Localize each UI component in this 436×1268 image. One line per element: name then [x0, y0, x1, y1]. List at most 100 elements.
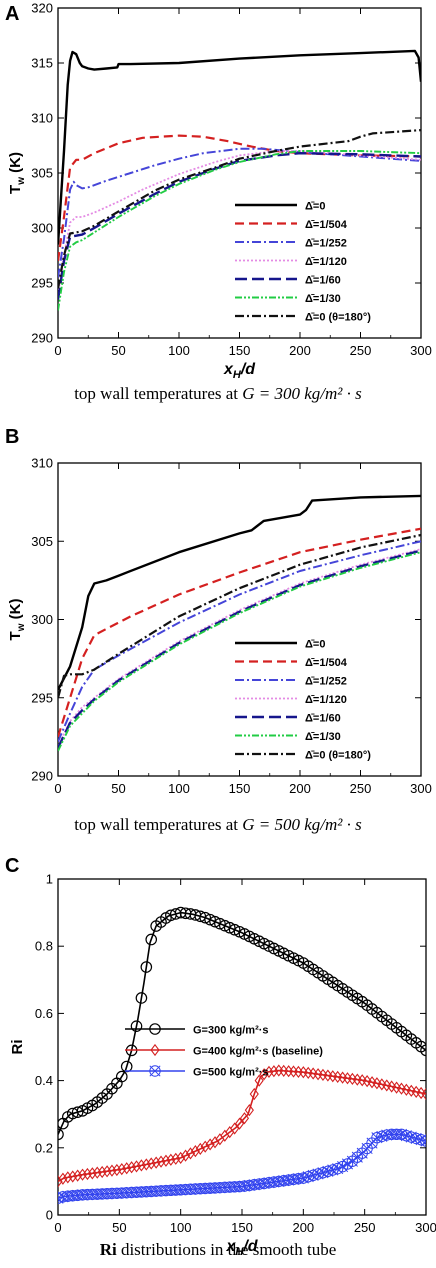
series-marker-1: [127, 1161, 137, 1174]
y-axis-label: Tw (K): [7, 599, 27, 641]
series-marker-0: [140, 961, 153, 973]
series-marker-1: [205, 1138, 215, 1151]
x-tick-label: 150: [229, 781, 251, 796]
legend-marker-2: [149, 1065, 161, 1077]
x-axis-label: xH/d: [223, 799, 256, 800]
legend-label-3: Δ̄=1/120: [305, 256, 347, 268]
legend-label-2: G=500 kg/m²·s: [193, 1067, 269, 1079]
series-marker-2-ring: [420, 1135, 426, 1147]
series-marker-1: [185, 1147, 196, 1160]
legend-label-1: Δ̄=1/504: [305, 657, 348, 669]
series-marker-1: [112, 1163, 122, 1177]
series-marker-1: [166, 1153, 176, 1166]
series-marker-2-cross: [351, 1151, 363, 1163]
x-axis-label-sub: H: [235, 1246, 244, 1258]
x-axis-label-main: x: [223, 361, 234, 378]
x-axis-label-tail: /d: [242, 1238, 258, 1255]
x-tick-label: 0: [54, 781, 61, 796]
y-tick-label: 315: [31, 56, 53, 71]
series-marker-1: [254, 1074, 264, 1087]
caption-b-prefix: top wall temperatures at: [74, 815, 243, 834]
y-tick-label: 295: [31, 276, 53, 291]
y-axis-label-unit: (K): [7, 152, 24, 177]
x-tick-label: 200: [292, 1220, 314, 1235]
x-tick-label: 100: [170, 1220, 192, 1235]
series-marker-1: [269, 1065, 279, 1078]
x-axis-label-main: x: [223, 799, 234, 800]
series-marker-0: [204, 913, 216, 926]
series-line-5: [58, 551, 421, 752]
y-axis-label-main: T: [7, 185, 24, 194]
series-line-3: [58, 150, 421, 295]
series-marker-1: [77, 1168, 88, 1181]
x-axis-label: xH/d: [223, 361, 256, 380]
y-axis-label: Ri: [9, 1040, 26, 1055]
series-marker-2-cross: [420, 1135, 426, 1147]
plot-area: [58, 906, 426, 1204]
legend-label-2: Δ̄=1/252: [305, 676, 347, 688]
legend-label-1: Δ̄=1/504: [305, 219, 348, 231]
series-line-5: [58, 150, 421, 311]
caption-a: top wall temperatures at G = 300 kg/m² ·…: [0, 384, 436, 404]
x-tick-label: 250: [350, 781, 372, 796]
series-markers-2: [58, 1128, 426, 1204]
y-tick-label: 310: [31, 456, 53, 471]
y-tick-label: 295: [31, 690, 53, 705]
series-marker-1: [200, 1140, 210, 1153]
caption-a-math: G = 300 kg/m² · s: [242, 384, 362, 403]
chart-b: 0 50 100 150 200 250 300 290 295 300 305 310 xH/d Tw …: [7, 456, 432, 801]
x-tick-label: 250: [354, 1220, 376, 1235]
series-marker-1: [102, 1165, 112, 1178]
series-marker-1: [136, 1159, 147, 1172]
series-line-2: [58, 540, 421, 742]
series-marker-0: [214, 917, 226, 930]
y-tick-label: 290: [31, 331, 53, 346]
legend-marker-2-ring: [149, 1065, 161, 1077]
chart-a: 0 50 100 150 200 250 300 290 295 300 305 310 315 320 x…: [7, 1, 432, 381]
series-marker-1: [264, 1065, 274, 1078]
series-marker-1: [122, 1162, 132, 1175]
series-marker-1: [63, 1171, 73, 1184]
series-marker-0: [199, 911, 211, 924]
legend-marker-2-cross: [149, 1065, 161, 1077]
series-marker-1: [151, 1156, 161, 1169]
series-marker-1: [156, 1155, 166, 1168]
series-marker-1: [230, 1122, 240, 1135]
caption-a-prefix: top wall temperatures at: [74, 384, 243, 403]
series-marker-0: [58, 1128, 64, 1141]
legend-label-6: Δ̄=0 (θ=180°): [305, 750, 371, 762]
series-line-4: [58, 549, 421, 749]
legend-label-6: Δ̄=0 (θ=180°): [305, 312, 371, 324]
series-marker-1: [107, 1164, 117, 1177]
series-marker-1: [82, 1167, 93, 1181]
series-marker-1: [97, 1165, 107, 1179]
y-tick-label: 0.6: [35, 1006, 53, 1021]
series-marker-1: [210, 1136, 220, 1149]
series-marker-0: [219, 919, 231, 932]
series-marker-0: [420, 1044, 426, 1057]
series-line-3: [58, 548, 421, 747]
y-tick-label: 0: [46, 1208, 53, 1223]
series-marker-0: [135, 992, 148, 1004]
y-tick-label: 0.8: [35, 939, 53, 954]
y-tick-label: 310: [31, 111, 53, 126]
x-tick-label: 200: [289, 343, 311, 358]
plot-frame: [57, 462, 422, 777]
legend-label-5: Δ̄=1/30: [305, 731, 341, 743]
y-tick-label: 320: [31, 1, 53, 16]
series-marker-0: [209, 915, 221, 928]
x-tick-label: 300: [415, 1220, 436, 1235]
series-marker-0: [145, 933, 158, 946]
panel-label-c: C: [5, 855, 20, 877]
plot-area: [58, 494, 421, 752]
series-marker-1: [141, 1158, 151, 1171]
series-marker-1: [171, 1152, 181, 1165]
series-marker-1: [421, 1087, 426, 1101]
legend-label-1: G=400 kg/m²·s (baseline): [193, 1046, 323, 1058]
series-marker-2: [420, 1135, 426, 1147]
series-line-0: [58, 49, 421, 245]
series-marker-1: [180, 1149, 191, 1162]
y-tick-label: 290: [31, 769, 53, 784]
x-axis-label-tail: /d: [240, 361, 256, 378]
series-marker-1: [73, 1169, 83, 1182]
